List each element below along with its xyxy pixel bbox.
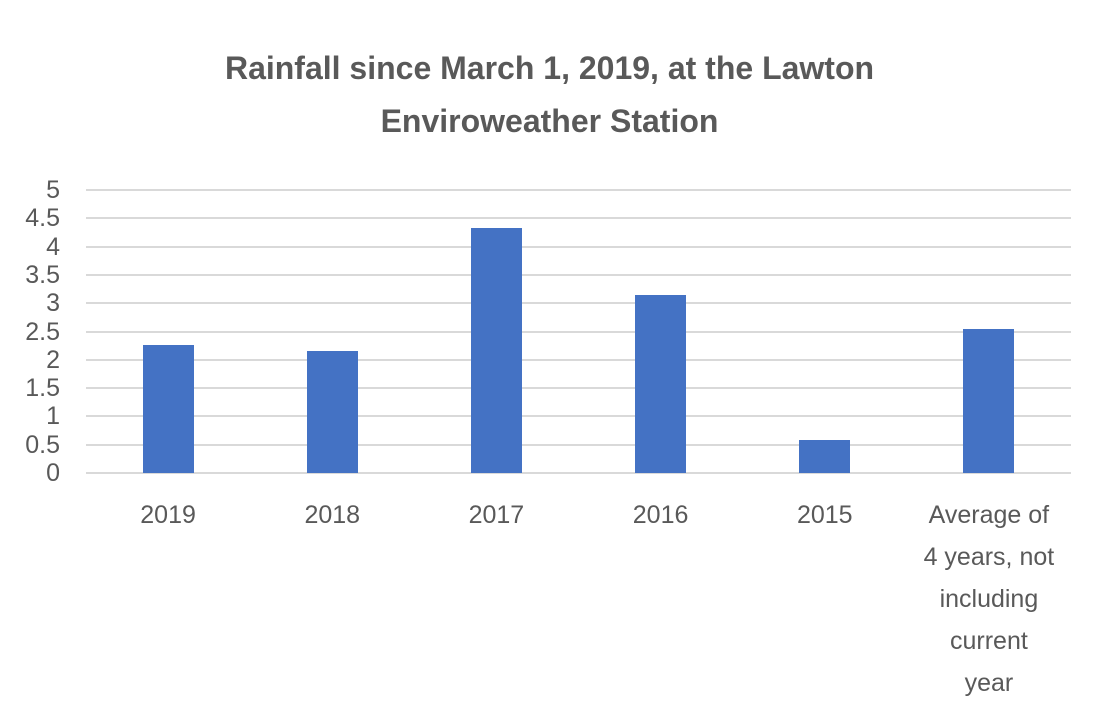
gridline-4 xyxy=(86,245,1071,248)
x-axis-category-label-2018: 2018 xyxy=(304,501,361,529)
x-axis-category-label-average: Average of 4 years, not including curren… xyxy=(923,501,1055,697)
y-axis-tick-label-1.5: 1.5 xyxy=(25,374,60,403)
gridline-0.5 xyxy=(86,443,1071,446)
y-axis-tick-label-2: 2 xyxy=(46,345,60,374)
y-axis-tick-label-0: 0 xyxy=(46,459,60,487)
y-axis-tick-label-4.5: 4.5 xyxy=(25,204,60,233)
bar-2017 xyxy=(470,228,522,473)
y-axis-tick-label-2.5: 2.5 xyxy=(25,317,60,346)
chart-title-line-1: Rainfall since March 1, 2019, at the Law… xyxy=(224,50,875,86)
gridline-4.5 xyxy=(86,217,1071,220)
y-axis-tick-label-5: 5 xyxy=(46,176,60,204)
gridline-2 xyxy=(86,358,1071,361)
chart-title: Rainfall since March 1, 2019, at the Law… xyxy=(0,42,1099,148)
y-axis-tick-label-0.5: 0.5 xyxy=(25,430,60,459)
bar-2019 xyxy=(142,344,194,473)
bar-2018 xyxy=(306,351,358,473)
gridline-2.5 xyxy=(86,330,1071,333)
y-axis-tick-label-4: 4 xyxy=(46,232,60,261)
y-axis-tick-label-3: 3 xyxy=(46,289,60,318)
y-axis-tick-label-1: 1 xyxy=(46,402,60,431)
x-axis-category-label-2016: 2016 xyxy=(632,501,689,529)
gridline-1 xyxy=(86,415,1071,418)
gridline-5 xyxy=(86,189,1071,191)
gridline-1.5 xyxy=(86,387,1071,390)
gridline-3.5 xyxy=(86,273,1071,276)
bar-2016 xyxy=(635,294,687,473)
bar-average xyxy=(963,328,1015,473)
x-axis-category-label-2017: 2017 xyxy=(468,501,525,529)
x-axis-category-label-2019: 2019 xyxy=(140,501,196,529)
chart-title-line-2: Enviroweather Station xyxy=(380,103,719,139)
y-axis-tick-label-3.5: 3.5 xyxy=(25,260,60,289)
x-axis-category-label-2015: 2015 xyxy=(796,501,853,529)
bar-2015 xyxy=(799,439,851,473)
gridline-3 xyxy=(86,302,1071,305)
gridline-0 xyxy=(86,472,1071,474)
